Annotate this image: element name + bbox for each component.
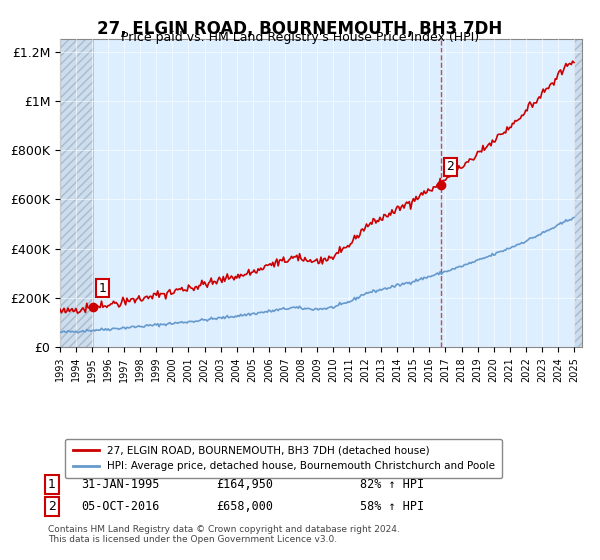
Text: 82% ↑ HPI: 82% ↑ HPI <box>360 478 424 491</box>
Text: 58% ↑ HPI: 58% ↑ HPI <box>360 500 424 514</box>
Bar <box>574 39 582 347</box>
Text: Contains HM Land Registry data © Crown copyright and database right 2024.
This d: Contains HM Land Registry data © Crown c… <box>48 525 400 544</box>
Text: £658,000: £658,000 <box>216 500 273 514</box>
Text: 31-JAN-1995: 31-JAN-1995 <box>81 478 160 491</box>
Text: 05-OCT-2016: 05-OCT-2016 <box>81 500 160 514</box>
Text: 27, ELGIN ROAD, BOURNEMOUTH, BH3 7DH: 27, ELGIN ROAD, BOURNEMOUTH, BH3 7DH <box>97 20 503 38</box>
Text: Price paid vs. HM Land Registry's House Price Index (HPI): Price paid vs. HM Land Registry's House … <box>121 31 479 44</box>
Text: 1: 1 <box>48 478 56 491</box>
Legend: 27, ELGIN ROAD, BOURNEMOUTH, BH3 7DH (detached house), HPI: Average price, detac: 27, ELGIN ROAD, BOURNEMOUTH, BH3 7DH (de… <box>65 438 502 478</box>
Text: 2: 2 <box>446 160 454 173</box>
Bar <box>60 39 94 347</box>
Text: 2: 2 <box>48 500 56 514</box>
Text: 1: 1 <box>98 282 106 295</box>
Text: £164,950: £164,950 <box>216 478 273 491</box>
